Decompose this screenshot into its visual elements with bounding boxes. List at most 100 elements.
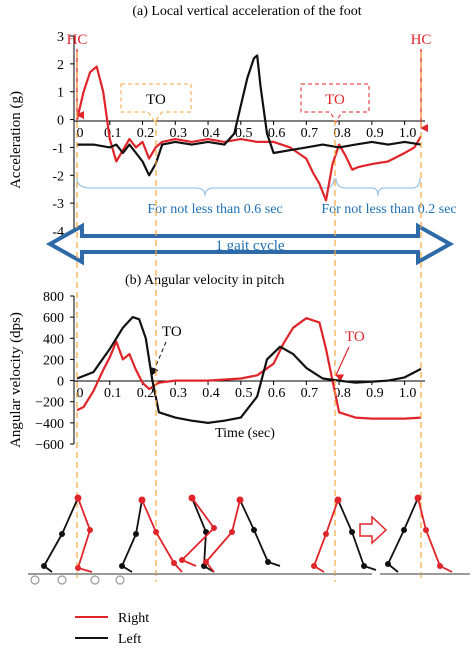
x-tick-label: 0.5 [235, 126, 253, 141]
to-arrow-b-right [335, 346, 350, 382]
ground-mark [115, 575, 125, 585]
joint-marker [311, 563, 317, 569]
stick-figure [385, 494, 453, 573]
joint-marker [59, 531, 65, 537]
right-leg [417, 497, 453, 573]
joint-marker [323, 531, 329, 537]
y-tick-label: −400 [35, 417, 64, 432]
hip-marker [236, 496, 244, 504]
hip-marker [414, 494, 422, 502]
x-tick-label: 0.8 [333, 386, 351, 401]
joint-marker [349, 529, 355, 535]
x-tick-label: 0.3 [170, 386, 188, 401]
left-leg [191, 497, 215, 573]
chart-b-ylabel: Angular velocity (dps) [8, 312, 24, 448]
to-label-right: TO [325, 92, 345, 108]
y-tick-label: -3 [52, 197, 64, 212]
ground-mark [90, 575, 100, 585]
x-tick-label: 0.9 [366, 386, 384, 401]
y-tick-label: 800 [43, 290, 64, 305]
y-tick-label: −600 [35, 438, 64, 453]
joint-marker [41, 563, 47, 569]
joint-marker [179, 557, 185, 563]
joint-marker [203, 559, 209, 565]
chart-a-title: (a) Local vertical acceleration of the f… [132, 4, 361, 19]
to-label-b-right: TO [345, 329, 365, 345]
joint-marker [211, 525, 217, 531]
joint-marker [265, 559, 271, 565]
joint-marker [251, 527, 257, 533]
hip-marker [188, 494, 196, 502]
stick-figure [203, 496, 281, 573]
joint-marker [153, 529, 159, 535]
x-tick-label: 0.7 [301, 386, 319, 401]
y-tick-label: -4 [52, 225, 64, 240]
y-tick-label: 400 [43, 332, 64, 347]
event-guides [76, 52, 422, 582]
x-tick-label: 0.4 [202, 126, 220, 141]
right-leg [205, 499, 241, 573]
joint-marker [119, 563, 125, 569]
to-label-b-left: TO [162, 324, 182, 340]
chart-a-ylabel: Acceleration (g) [8, 91, 24, 189]
left-leg [239, 499, 281, 567]
chart-b-xlabel: Time (sec) [215, 426, 275, 441]
y-tick-label: 3 [57, 30, 64, 45]
x-tick-label: 1.0 [399, 386, 417, 401]
next-stride-arrow [359, 515, 388, 545]
ground-mark [30, 575, 40, 585]
joint-marker [229, 529, 235, 535]
hc-label-start: HC [67, 32, 88, 48]
hip-marker [334, 496, 342, 504]
series-line-left [76, 316, 422, 424]
joint-marker [437, 563, 443, 569]
x-tick-label: 0.5 [235, 386, 253, 401]
chart-b-title: (b) Angular velocity in pitch [125, 273, 284, 288]
to-callout-right [300, 83, 370, 123]
joint-marker [361, 563, 367, 569]
y-tick-label: -2 [52, 169, 64, 184]
y-tick-label: 0 [57, 114, 64, 129]
y-tick-label: 2 [57, 58, 64, 73]
right-leg [181, 497, 215, 567]
joint-marker [401, 527, 407, 533]
hip-marker [74, 494, 82, 502]
y-tick-label: 600 [43, 311, 64, 326]
gait-cycle-arrow [45, 222, 455, 266]
left-leg [337, 499, 377, 571]
brace-right [335, 177, 421, 197]
to-arrow-b-left [151, 341, 167, 376]
brace-left [76, 177, 335, 197]
legend-right-label: Right [118, 611, 149, 626]
left-leg [121, 499, 143, 573]
x-tick-label: 0 [77, 126, 84, 141]
ground-mark [57, 575, 67, 585]
joint-marker [87, 527, 93, 533]
x-tick-label: 0 [77, 386, 84, 401]
hip-marker [138, 496, 146, 504]
y-tick-label: −200 [35, 396, 64, 411]
y-tick-label: 1 [57, 86, 64, 101]
stick-figure [41, 494, 93, 573]
y-tick-label: -1 [52, 141, 64, 156]
left-leg [43, 497, 79, 573]
x-tick-label: 0.1 [104, 386, 122, 401]
ground-marks [30, 575, 125, 585]
brace-right-label: For not less than 0.2 sec [321, 202, 456, 217]
joint-marker [385, 561, 391, 567]
x-tick-label: 0.2 [137, 126, 155, 141]
x-tick-label: 0.3 [170, 126, 188, 141]
gait-cycle-label: 1 gait cycle [215, 238, 284, 254]
x-tick-label: 0.4 [202, 386, 220, 401]
hc-label-end: HC [411, 32, 432, 48]
y-tick-label: 0 [57, 375, 64, 390]
joint-marker [75, 565, 81, 571]
x-tick-label: 1.0 [399, 126, 417, 141]
x-tick-label: 0.7 [301, 126, 319, 141]
stick-figure [311, 496, 377, 573]
brace-left-label: For not less than 0.6 sec [147, 202, 282, 217]
series-line-right [75, 65, 422, 202]
right-leg [77, 497, 93, 573]
series-line-right [76, 317, 422, 420]
